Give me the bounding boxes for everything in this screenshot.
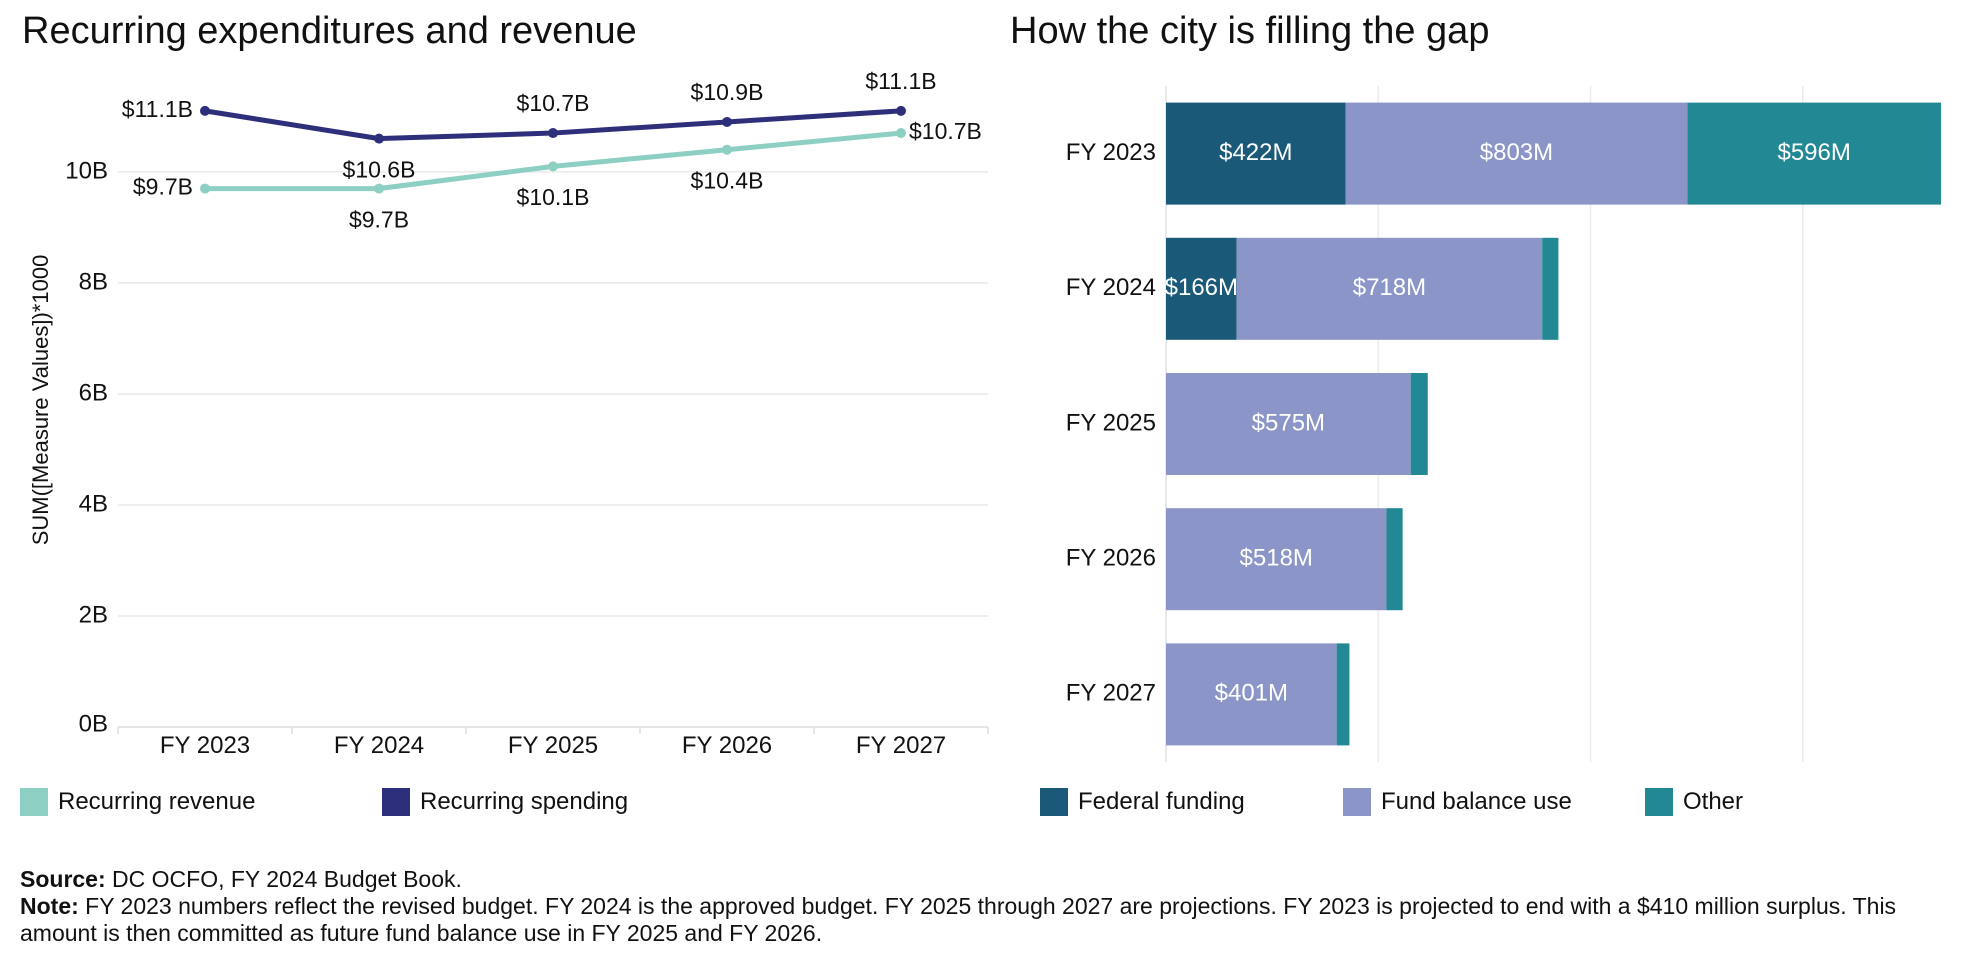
x-tick-label: FY 2023 [160,732,250,759]
note-text: FY 2023 numbers reflect the revised budg… [20,893,1897,946]
bar-segment-other [1687,102,1941,205]
source-text: DC OCFO, FY 2024 Budget Book. [105,866,462,892]
legend-swatch-federal-funding [1040,788,1068,816]
y-tick-label: 10B [65,157,108,184]
bar-value-label: $401M [1215,680,1288,707]
data-label: $9.7B [133,174,193,200]
left-legend: Recurring revenue Recurring spending [20,788,628,816]
data-point [896,128,906,139]
bar-value-label: $596M [1777,139,1850,166]
legend-label: Other [1683,788,1744,815]
bar-segment-fund-balance-use [1166,373,1411,475]
bar-value-label: $575M [1252,409,1325,436]
bar-value-label: $422M [1219,139,1292,166]
data-point [374,183,384,194]
data-point [374,133,384,144]
y-tick-label: 4B [79,490,108,517]
legend-label: Recurring spending [420,788,629,815]
y-tick-label: FY 2024 [1066,274,1156,301]
data-label: $11.1B [122,96,193,122]
bar-value-label: $718M [1353,274,1426,301]
data-point [548,161,558,172]
chart-footer: Source: DC OCFO, FY 2024 Budget Book. No… [20,866,1960,947]
data-label: $10.7B [517,90,590,116]
legend-swatch-recurring-revenue [20,788,48,816]
legend-item-federal-funding[interactable]: Federal funding [1040,788,1343,816]
legend-item-recurring-spending[interactable]: Recurring spending [382,788,628,816]
x-tick-label: FY 2024 [334,732,424,759]
x-tick-label: FY 2026 [682,732,772,759]
y-tick-label: FY 2025 [1066,409,1156,436]
data-label: $10.6B [343,156,416,182]
bar-value-label: $803M [1480,139,1553,166]
data-point [722,116,732,127]
data-label: $9.7B [349,206,409,232]
y-tick-label: FY 2023 [1066,139,1156,166]
data-point [896,105,906,116]
y-axis-title: SUM([Measure Values])*1000 [28,255,53,546]
bar-segment-federal-funding [1166,102,1346,205]
note-line: Note: FY 2023 numbers reflect the revise… [20,893,1960,947]
legend-label: Fund balance use [1381,788,1572,815]
y-tick-label: 0B [79,710,108,737]
data-label: $11.1B [865,68,936,94]
note-label: Note: [20,893,79,919]
data-label: $10.9B [691,79,764,105]
y-tick-label: 2B [79,601,108,628]
y-tick-label: FY 2026 [1066,545,1156,572]
bar-segment-other [1410,373,1428,475]
left-chart-title: Recurring expenditures and revenue [22,10,637,52]
y-tick-label: 8B [79,268,108,295]
right-legend: Federal funding Fund balance use Other [1040,788,1743,816]
data-label: $10.7B [909,118,982,144]
bar-value-label: $166M [1165,274,1238,301]
data-label: $10.4B [691,168,764,194]
source-label: Source: [20,866,106,892]
bar-segment-fund-balance-use [1236,237,1543,340]
x-tick-label: FY 2027 [856,732,946,759]
legend-item-fund-balance-use[interactable]: Fund balance use [1343,788,1645,816]
legend-item-recurring-revenue[interactable]: Recurring revenue [20,788,382,816]
bar-segment-fund-balance-use [1345,102,1688,205]
bar-segment-federal-funding [1166,237,1237,340]
data-point [548,128,558,139]
y-tick-label: 6B [79,379,108,406]
bar-segment-fund-balance-use [1166,508,1387,611]
legend-label: Federal funding [1078,788,1245,815]
line-recurring-revenue [205,130,902,192]
bar-value-label: $518M [1240,545,1313,572]
bar-segment-other [1542,237,1559,340]
source-line: Source: DC OCFO, FY 2024 Budget Book. [20,866,1960,893]
data-point [722,144,732,155]
legend-swatch-fund-balance-use [1343,788,1371,816]
bar-segment-other [1336,643,1350,746]
y-tick-label: FY 2027 [1066,680,1156,707]
data-point [200,105,210,116]
legend-label: Recurring revenue [58,788,256,815]
bar-segment-fund-balance-use [1166,643,1337,746]
bar-segment-other [1386,508,1403,611]
right-chart-title: How the city is filling the gap [1010,10,1490,52]
x-tick-label: FY 2025 [508,732,598,759]
data-point [200,183,210,194]
data-label: $10.1B [517,184,590,210]
legend-swatch-other [1645,788,1673,816]
legend-item-other[interactable]: Other [1645,788,1743,816]
legend-swatch-recurring-spending [382,788,410,816]
